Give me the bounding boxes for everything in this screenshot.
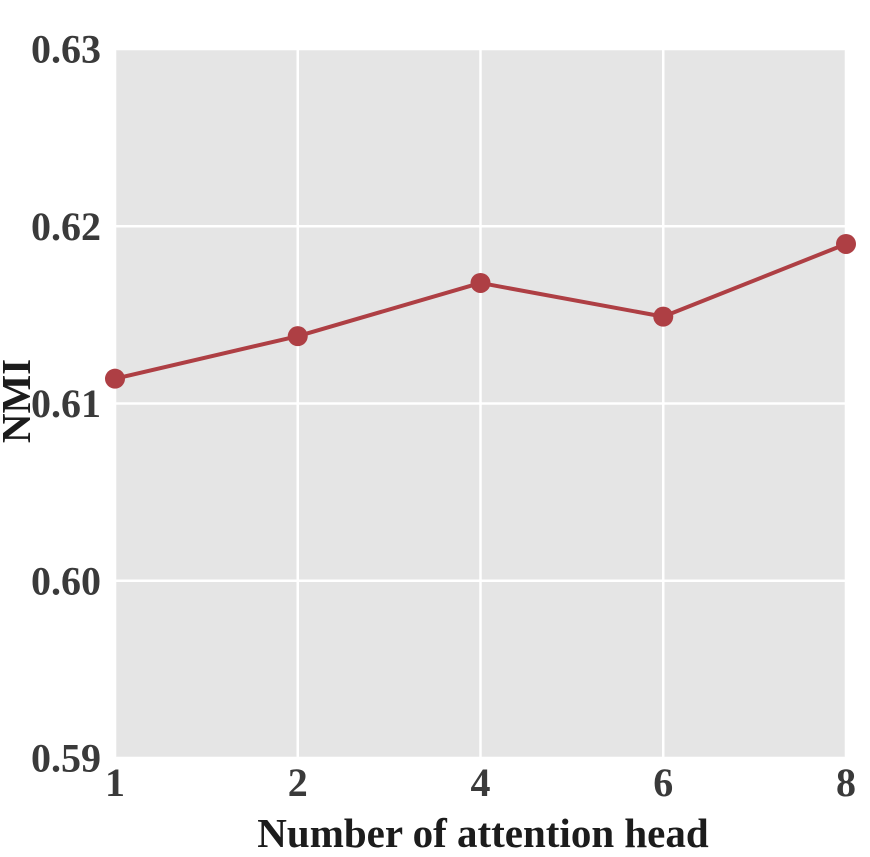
data-point-marker (470, 272, 491, 293)
y-tick-label: 0.62 (31, 204, 101, 249)
x-tick-label: 8 (836, 760, 856, 805)
gridlines (113, 47, 848, 760)
y-axis-title: NMI (0, 359, 39, 443)
data-point-marker (105, 368, 125, 389)
data-point-marker (653, 306, 674, 327)
x-axis-title: Number of attention head (257, 810, 709, 856)
x-tick-label: 1 (105, 760, 125, 805)
y-tick-label: 0.63 (31, 27, 101, 72)
y-tick-label: 0.61 (31, 381, 101, 426)
y-axis-ticks: 0.59 0.60 0.61 0.62 0.63 (31, 27, 101, 781)
data-series-nmi (105, 233, 856, 389)
y-tick-label: 0.59 (31, 736, 101, 781)
x-tick-label: 4 (471, 760, 491, 805)
y-tick-label: 0.60 (31, 558, 101, 603)
x-tick-label: 2 (288, 760, 308, 805)
x-tick-label: 6 (653, 760, 673, 805)
x-axis-ticks: 1 2 4 6 8 (105, 760, 856, 805)
data-point-marker (287, 326, 308, 347)
data-point-marker (836, 233, 856, 254)
